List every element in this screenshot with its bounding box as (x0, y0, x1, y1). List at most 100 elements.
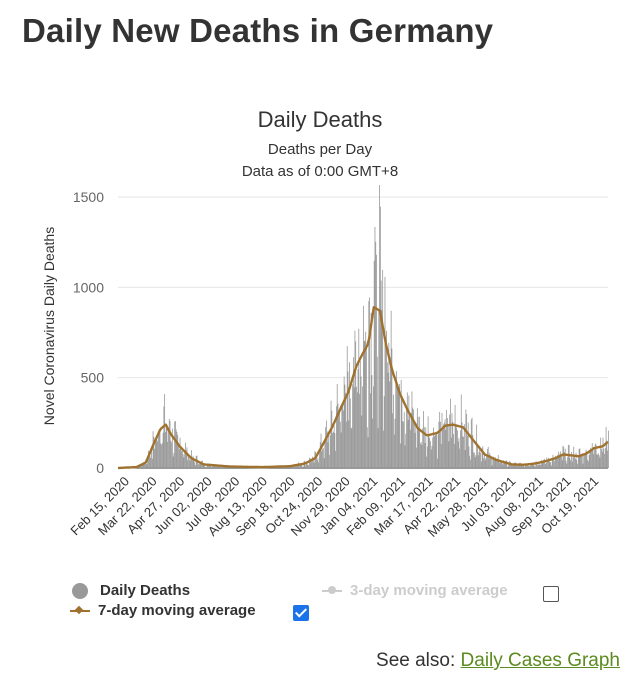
daily-deaths-bar (141, 465, 142, 468)
daily-deaths-bar (405, 433, 407, 468)
daily-deaths-bar (357, 369, 359, 468)
daily-deaths-bar (539, 463, 541, 468)
daily-deaths-bar (363, 340, 365, 468)
daily-deaths-bar (185, 450, 187, 468)
daily-deaths-bar (302, 466, 303, 468)
daily-deaths-bar (465, 409, 467, 468)
daily-deaths-bar (470, 419, 472, 468)
daily-deaths-bar (504, 463, 506, 468)
daily-deaths-bar (552, 454, 554, 468)
daily-deaths-bar (423, 427, 425, 468)
daily-deaths-bar (489, 452, 491, 468)
daily-deaths-bar (452, 421, 454, 468)
daily-deaths-bar (499, 462, 501, 468)
daily-deaths-bar (215, 465, 216, 468)
daily-deaths-bar (555, 459, 557, 468)
daily-deaths-bar (323, 458, 325, 468)
seven-day-average-line (117, 306, 609, 470)
daily-deaths-bar (306, 463, 308, 468)
toggle-7day-average-checkbox[interactable] (293, 605, 309, 621)
daily-deaths-bar (366, 427, 368, 468)
daily-deaths-bar (557, 451, 559, 468)
daily-deaths-bar (161, 444, 162, 468)
daily-deaths-bar (384, 276, 386, 468)
daily-deaths-bar (581, 453, 583, 468)
daily-deaths-bar (511, 465, 513, 468)
daily-deaths-bar (372, 418, 374, 468)
daily-deaths-bar (317, 457, 319, 468)
daily-deaths-bar (197, 462, 199, 468)
daily-deaths-bar (592, 448, 594, 468)
daily-deaths-bar (153, 436, 155, 468)
daily-deaths-bar (583, 455, 585, 468)
daily-deaths-bar (443, 422, 445, 468)
daily-deaths-bar (162, 432, 164, 468)
daily-deaths-bar (398, 387, 400, 468)
daily-deaths-bar (540, 464, 542, 468)
daily-deaths-bar (568, 444, 570, 468)
daily-deaths-bar (528, 466, 530, 468)
daily-deaths-bar (373, 260, 375, 468)
daily-deaths-bar (333, 421, 335, 468)
daily-deaths-bar (431, 445, 433, 468)
legend-7day-average[interactable]: 7-day moving average (70, 602, 256, 619)
daily-deaths-bar (342, 403, 343, 468)
daily-deaths-bar (567, 457, 568, 468)
daily-deaths-bar (193, 458, 195, 468)
daily-deaths-bar (400, 379, 402, 468)
daily-deaths-bar (562, 445, 564, 468)
legend-daily-deaths[interactable]: Daily Deaths (72, 582, 190, 599)
daily-deaths-bar (472, 435, 474, 468)
daily-deaths-bar (456, 430, 458, 468)
daily-deaths-bar (365, 331, 367, 468)
daily-deaths-bar (206, 464, 208, 468)
daily-deaths-bar (605, 427, 607, 468)
daily-deaths-bar (589, 451, 591, 468)
daily-deaths-bar (312, 458, 314, 468)
daily-deaths-bar (379, 185, 380, 468)
daily-deaths-bar (433, 427, 434, 468)
daily-deaths-bar (598, 455, 600, 468)
daily-deaths-bar (483, 458, 484, 468)
daily-deaths-bar (300, 465, 302, 468)
daily-deaths-bar (296, 466, 298, 468)
daily-deaths-bar (209, 465, 211, 468)
daily-deaths-bar (565, 460, 567, 468)
daily-deaths-bar (144, 464, 146, 468)
daily-deaths-bar (146, 464, 148, 468)
daily-deaths-bar (362, 386, 364, 468)
daily-deaths-bar (570, 460, 572, 468)
daily-deaths-bar (427, 416, 429, 468)
legend-3day-average[interactable]: 3-day moving average (322, 582, 508, 599)
daily-deaths-bar (316, 460, 318, 468)
daily-deaths-bar (575, 452, 577, 468)
daily-deaths-bar (143, 461, 145, 468)
daily-deaths-bar (487, 449, 488, 468)
daily-deaths-bar (354, 330, 356, 468)
daily-deaths-bar (473, 452, 474, 468)
daily-deaths-bar (319, 442, 321, 468)
daily-deaths-bar (437, 434, 439, 468)
daily-deaths-bar (390, 310, 392, 468)
daily-deaths-bar (329, 435, 331, 468)
daily-deaths-bar (449, 414, 451, 468)
daily-deaths-bar (385, 346, 387, 468)
daily-deaths-bar (469, 455, 471, 468)
daily-deaths-bar (532, 464, 534, 468)
daily-deaths-bar (345, 392, 347, 468)
y-tick-label: 500 (81, 370, 105, 386)
daily-deaths-bar (316, 457, 317, 468)
daily-deaths-bar (488, 458, 490, 468)
toggle-3day-average-checkbox[interactable] (543, 586, 559, 602)
daily-deaths-bar (439, 411, 441, 468)
daily-deaths-bar (601, 451, 603, 468)
daily-deaths-bar (178, 449, 180, 468)
daily-deaths-bar (289, 466, 291, 468)
daily-deaths-bar (430, 449, 432, 468)
daily-cases-graph-link[interactable]: Daily Cases Graph (460, 650, 620, 671)
daily-deaths-bar (311, 459, 313, 468)
daily-deaths-bar (430, 441, 431, 468)
daily-deaths-bar (481, 448, 483, 468)
daily-deaths-bar (463, 436, 464, 468)
daily-deaths-bar (389, 357, 391, 468)
